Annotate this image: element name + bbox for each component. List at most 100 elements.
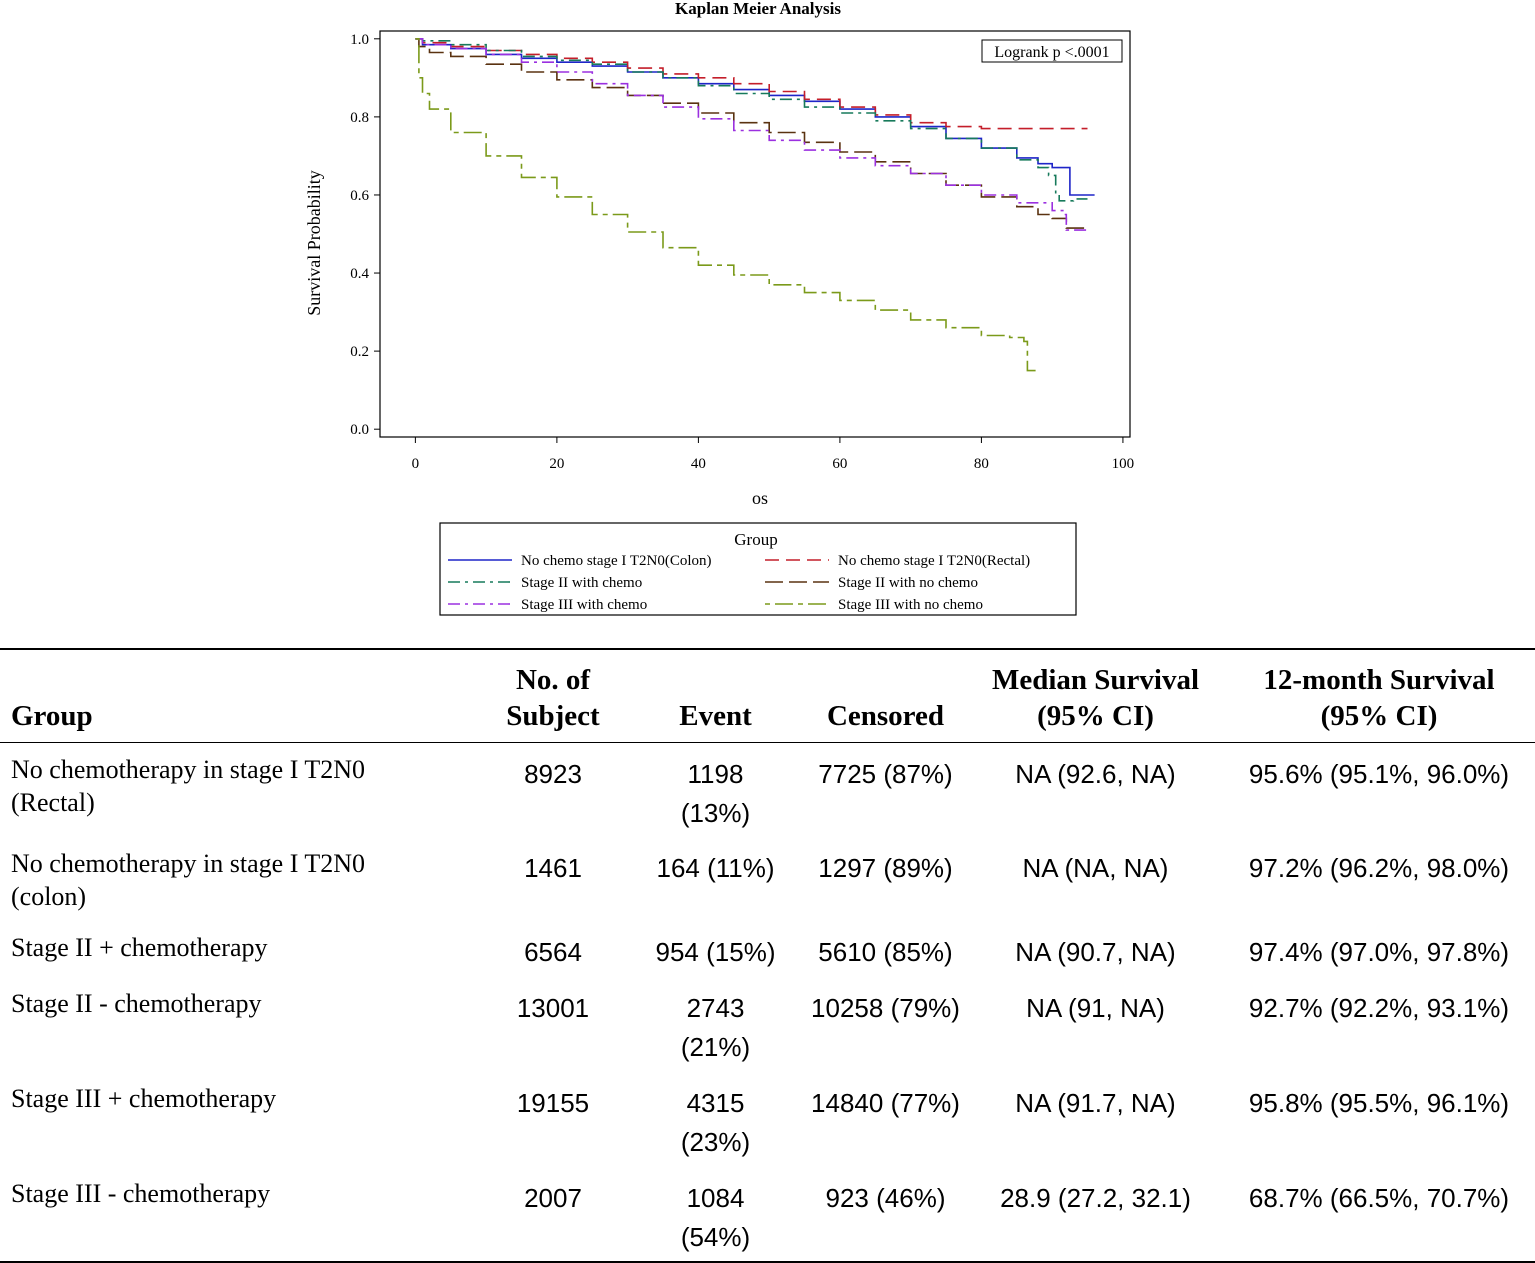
series-line-5	[415, 38, 1038, 372]
cell-group: Stage III + chemotherapy	[0, 1072, 478, 1167]
logrank-text: Logrank p <.0001	[994, 44, 1109, 61]
y-axis-label: Survival Probability	[304, 170, 324, 316]
header-subjects: No. of Subject	[478, 649, 628, 743]
cell-event-line2: (23%)	[680, 1126, 751, 1157]
cell-group-line1: No chemotherapy in stage I T2N0	[11, 848, 366, 878]
x-tick-label: 60	[832, 456, 847, 472]
legend-label: Stage II with no chemo	[838, 575, 978, 591]
cell-censored: 5610 (85%)	[818, 936, 953, 967]
cell-event-line1: 1084	[686, 1182, 745, 1213]
y-tick-label: 0.8	[350, 110, 369, 126]
cell-event: 4315 (23%)	[628, 1072, 803, 1167]
cell-event-line1: 164 (11%)	[656, 852, 775, 883]
series-line-4	[415, 38, 1088, 231]
cell-subjects: 13001	[516, 992, 590, 1023]
header-median: Median Survival (95% CI)	[968, 649, 1223, 743]
header-event: Event	[628, 649, 803, 743]
cell-group-line2: (colon)	[11, 881, 87, 911]
kaplan-meier-chart: Kaplan Meier Analysis 0.0 0.2 0.4 0.6 0.8 1.0…	[304, 0, 1135, 616]
cell-censored: 14840 (77%)	[811, 1087, 960, 1118]
header-twelve-line1: 12-month Survival	[1263, 664, 1495, 696]
x-tick-label: 0	[412, 456, 420, 472]
cell-censored: 1297 (89%)	[818, 852, 953, 883]
series-line-2	[415, 38, 1088, 202]
cell-event-line2: (54%)	[680, 1221, 751, 1252]
cell-twelve: 97.4% (97.0%, 97.8%)	[1248, 936, 1510, 967]
table-row: Stage II - chemotherapy 13001 2743 (21%) …	[0, 977, 1535, 1072]
cell-group-line1: No chemotherapy in stage I T2N0	[11, 755, 366, 784]
legend-label: No chemo stage I T2N0(Colon)	[521, 553, 712, 569]
cell-event: 1084 (54%)	[628, 1167, 803, 1262]
x-tick-label: 20	[549, 456, 564, 472]
cell-subjects: 1461	[524, 852, 582, 883]
table-header-row: Group No. of Subject Event Censored Medi…	[0, 649, 1535, 743]
cell-event: 164 (11%)	[628, 837, 803, 921]
legend-label: No chemo stage I T2N0(Rectal)	[838, 553, 1030, 569]
series-line-1	[415, 38, 1088, 130]
legend: Group No chemo stage I T2N0(Colon) No che…	[439, 522, 1077, 616]
logrank-annotation: Logrank p <.0001	[981, 39, 1123, 63]
table-row: Stage II + chemotherapy 6564 954 (15%) 5…	[0, 921, 1535, 977]
y-tick-label: 0.0	[350, 422, 369, 438]
x-axis: 0 20 40 60 80 100	[412, 437, 1135, 472]
cell-twelve: 95.8% (95.5%, 96.1%)	[1248, 1087, 1510, 1118]
legend-label: Stage III with chemo	[521, 597, 647, 613]
cell-twelve: 95.6% (95.1%, 96.0%)	[1248, 759, 1510, 789]
cell-group: Stage III - chemotherapy	[0, 1167, 478, 1262]
cell-event-line1: 4315	[686, 1087, 745, 1118]
y-tick-label: 0.2	[350, 344, 369, 360]
legend-label: Stage III with no chemo	[838, 597, 983, 613]
x-tick-label: 100	[1112, 456, 1135, 472]
cell-group-line1: Stage II + chemotherapy	[11, 932, 268, 962]
cell-group-line2: (Rectal)	[11, 788, 95, 817]
y-axis: 0.0 0.2 0.4 0.6 0.8 1.0	[350, 32, 380, 438]
table-row: No chemotherapy in stage I T2N0 (colon) 1…	[0, 837, 1535, 921]
cell-median: NA (91.7, NA)	[1015, 1087, 1176, 1118]
header-twelve-line2: (95% CI)	[1320, 700, 1438, 732]
cell-subjects: 8923	[524, 759, 582, 789]
y-tick-label: 0.4	[350, 266, 369, 282]
logrank-box	[981, 39, 1123, 63]
cell-group: No chemotherapy in stage I T2N0 (colon)	[0, 837, 478, 921]
cell-median: 28.9 (27.2, 32.1)	[1000, 1182, 1191, 1213]
cell-subjects: 6564	[524, 936, 582, 967]
cell-event-line1: 954 (15%)	[655, 936, 776, 967]
header-censored: Censored	[803, 649, 968, 743]
table-row: Stage III + chemotherapy 19155 4315 (23%)…	[0, 1072, 1535, 1167]
cell-median: NA (90.7, NA)	[1015, 936, 1176, 967]
header-subjects-line1: No. of	[515, 664, 591, 696]
cell-group: Stage II + chemotherapy	[0, 921, 478, 977]
cell-twelve: 97.2% (96.2%, 98.0%)	[1248, 852, 1510, 883]
x-axis-label: os	[752, 488, 768, 508]
cell-group-line1: Stage III - chemotherapy	[11, 1178, 271, 1208]
cell-twelve: 92.7% (92.2%, 93.1%)	[1248, 992, 1510, 1023]
cell-censored: 10258 (79%)	[811, 992, 960, 1023]
header-subjects-line2: Subject	[506, 700, 600, 732]
cell-event-line1: 1198	[687, 759, 744, 789]
cell-group: No chemotherapy in stage I T2N0 (Rectal)	[0, 743, 478, 837]
cell-censored: 923 (46%)	[825, 1182, 946, 1213]
y-tick-label: 0.6	[350, 188, 369, 204]
x-tick-label: 40	[691, 456, 706, 472]
x-tick-label: 80	[974, 456, 989, 472]
cell-group-line1: Stage II - chemotherapy	[11, 988, 262, 1018]
table-row: No chemotherapy in stage I T2N0 (Rectal) …	[0, 743, 1535, 837]
cell-median: NA (92.6, NA)	[1015, 759, 1176, 789]
cell-event: 1198 (13%)	[628, 743, 803, 837]
chart-title: Kaplan Meier Analysis	[675, 0, 841, 18]
cell-event: 954 (15%)	[628, 921, 803, 977]
legend-box	[439, 522, 1077, 616]
cell-group-line1: Stage III + chemotherapy	[11, 1083, 277, 1113]
cell-subjects: 2007	[524, 1182, 582, 1213]
header-group: Group	[0, 649, 478, 743]
header-twelve: 12-month Survival (95% CI)	[1223, 649, 1535, 743]
legend-label: Stage II with chemo	[521, 575, 642, 591]
table-row: Stage III - chemotherapy 2007 1084 (54%) …	[0, 1167, 1535, 1262]
cell-event-line2: (13%)	[680, 798, 751, 828]
y-tick-label: 1.0	[350, 32, 369, 48]
legend-title: Group	[734, 530, 777, 549]
cell-median: NA (NA, NA)	[1022, 852, 1169, 883]
series-line-3	[415, 38, 1089, 231]
series-lines	[415, 38, 1095, 372]
cell-event-line1: 2743	[686, 992, 745, 1023]
